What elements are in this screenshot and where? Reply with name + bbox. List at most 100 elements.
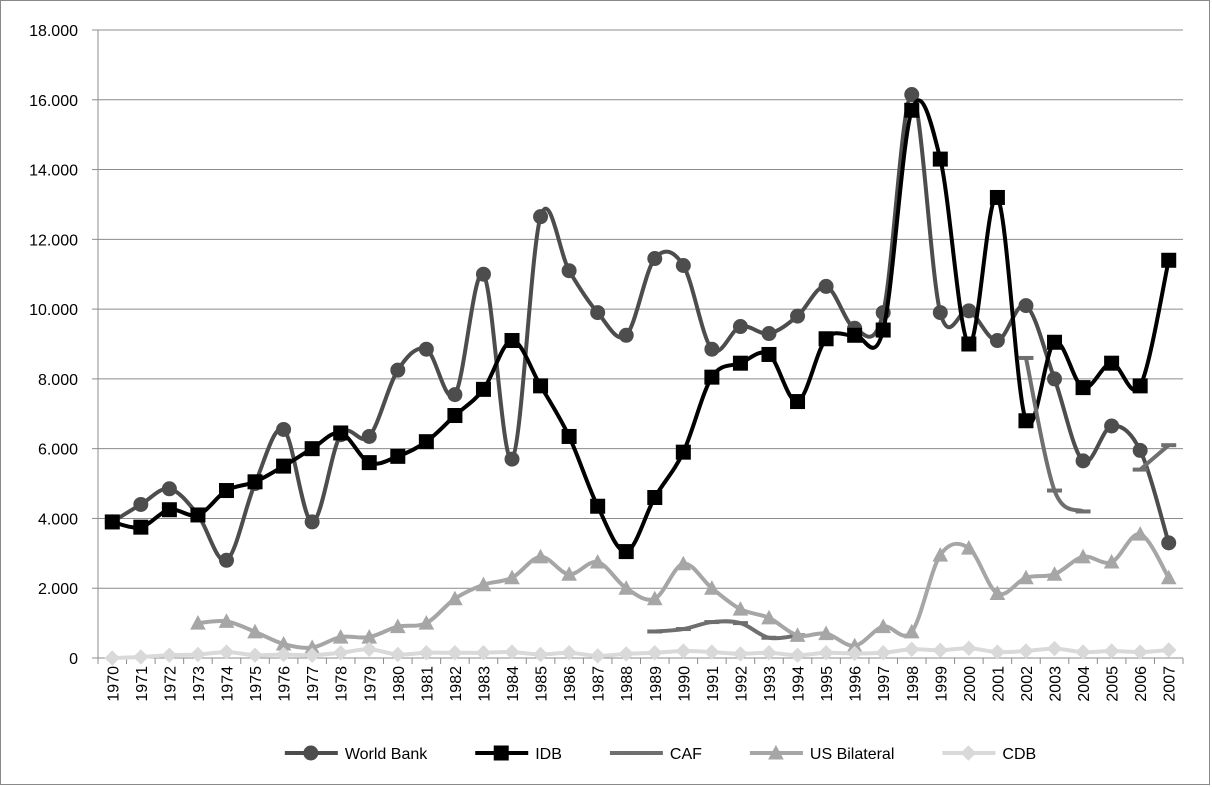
marker (904, 641, 920, 657)
marker (390, 646, 406, 663)
x-tick-label: 1975 (248, 666, 265, 702)
marker (475, 576, 492, 592)
marker (133, 519, 149, 535)
legend-label: World Bank (345, 746, 428, 763)
marker (589, 648, 606, 664)
marker (161, 502, 177, 518)
marker (1103, 554, 1120, 569)
marker (389, 618, 406, 634)
marker (1161, 252, 1177, 268)
marker (1132, 526, 1149, 541)
marker (218, 644, 235, 660)
marker (475, 266, 491, 282)
marker (768, 744, 784, 760)
marker (961, 540, 977, 555)
marker (493, 745, 509, 761)
marker (875, 618, 892, 634)
marker (475, 381, 491, 397)
series (104, 87, 1177, 568)
marker (247, 623, 263, 639)
marker (161, 647, 178, 663)
y-tick-label: 10.000 (29, 302, 78, 319)
marker (561, 645, 577, 661)
marker (675, 258, 691, 273)
marker (1018, 643, 1034, 659)
x-tick-label: 1999 (933, 666, 950, 702)
marker (618, 544, 634, 560)
marker (1075, 453, 1091, 469)
x-tick-label: 1983 (476, 666, 493, 702)
x-tick-label: 1974 (219, 666, 236, 702)
marker (532, 646, 549, 663)
x-tick-label: 1995 (819, 666, 836, 702)
x-tick-label: 1981 (419, 666, 436, 702)
marker (418, 645, 435, 661)
marker (675, 643, 692, 659)
marker (1132, 644, 1148, 660)
marker (532, 548, 549, 564)
marker (789, 627, 806, 642)
x-tick-label: 1980 (391, 666, 408, 702)
marker (961, 336, 977, 352)
series (104, 640, 1177, 666)
marker (989, 585, 1006, 600)
marker (846, 645, 863, 662)
x-tick-label: 1993 (762, 666, 779, 702)
legend-label: US Bilateral (810, 746, 894, 763)
marker (818, 645, 834, 661)
marker (932, 547, 949, 562)
x-tick-label: 1984 (505, 666, 522, 702)
marker (1075, 548, 1091, 564)
x-tick-label: 1990 (676, 666, 693, 702)
series (190, 526, 1177, 655)
marker (533, 209, 549, 225)
x-tick-label: 1991 (705, 666, 722, 702)
marker (447, 387, 463, 403)
x-tick-label: 1978 (334, 666, 351, 702)
marker (1047, 334, 1063, 350)
marker (989, 333, 1005, 349)
y-tick-label: 12.000 (29, 232, 78, 249)
marker (1161, 535, 1177, 551)
marker (161, 481, 177, 497)
marker (1161, 642, 1177, 658)
marker (675, 555, 692, 571)
marker (932, 151, 948, 167)
x-tick-label: 1976 (277, 666, 294, 702)
marker (904, 102, 920, 118)
marker (190, 507, 206, 523)
marker (761, 326, 777, 342)
marker (761, 346, 777, 362)
marker (276, 458, 292, 474)
marker (361, 428, 377, 444)
marker (1018, 413, 1034, 429)
marker (761, 645, 777, 661)
x-tick-label: 2002 (1019, 666, 1036, 702)
marker (618, 327, 634, 343)
marker (475, 645, 492, 661)
x-tick-label: 1997 (876, 666, 893, 702)
marker (790, 308, 806, 324)
marker (304, 514, 320, 530)
marker (1075, 509, 1091, 514)
marker (190, 646, 206, 663)
marker (561, 428, 577, 444)
marker (732, 601, 749, 616)
marker (704, 369, 720, 385)
x-tick-label: 1992 (733, 666, 750, 702)
marker (732, 355, 748, 371)
marker (732, 621, 748, 626)
marker (732, 646, 749, 662)
marker (303, 745, 319, 761)
marker (533, 378, 549, 394)
marker (304, 441, 320, 457)
marker (332, 645, 349, 661)
marker (903, 623, 920, 639)
marker (675, 627, 691, 632)
series (647, 355, 1177, 641)
marker (1047, 488, 1063, 493)
y-tick-label: 8.000 (38, 372, 78, 389)
y-tick-label: 18.000 (29, 23, 78, 40)
x-tick-label: 1996 (848, 666, 865, 702)
marker (647, 490, 663, 506)
